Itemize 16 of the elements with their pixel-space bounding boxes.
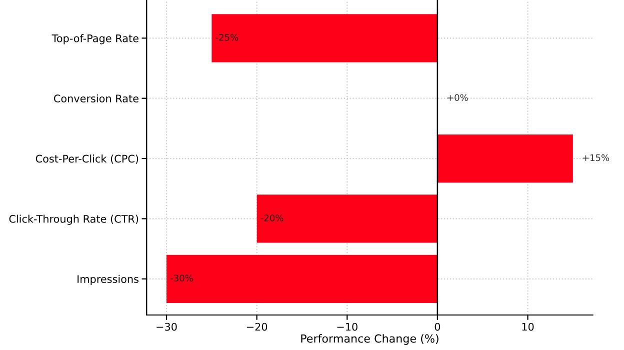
data-label: +15% [582,154,610,162]
x-tick-label: −10 [337,322,358,331]
data-label: +0% [447,94,468,101]
x-axis-title: Performance Change (%) [301,334,438,345]
x-tick-label: 10 [522,322,534,331]
y-tick-label: Conversion Rate [54,94,138,102]
y-tick-label: Impressions [78,274,138,286]
y-tick-label: Click-Through Rate (CTR) [9,214,138,225]
x-tick-label: −20 [246,322,268,331]
data-label: -30% [170,274,193,282]
y-tick-label: Top-of-Page Rate [52,34,138,44]
data-label: -20% [260,214,284,222]
y-tick-label: Cost-Per-Click (CPC) [36,154,138,164]
data-label: -25% [216,34,238,41]
x-tick-label: 0 [434,322,440,331]
x-tick-label: −30 [156,322,177,331]
